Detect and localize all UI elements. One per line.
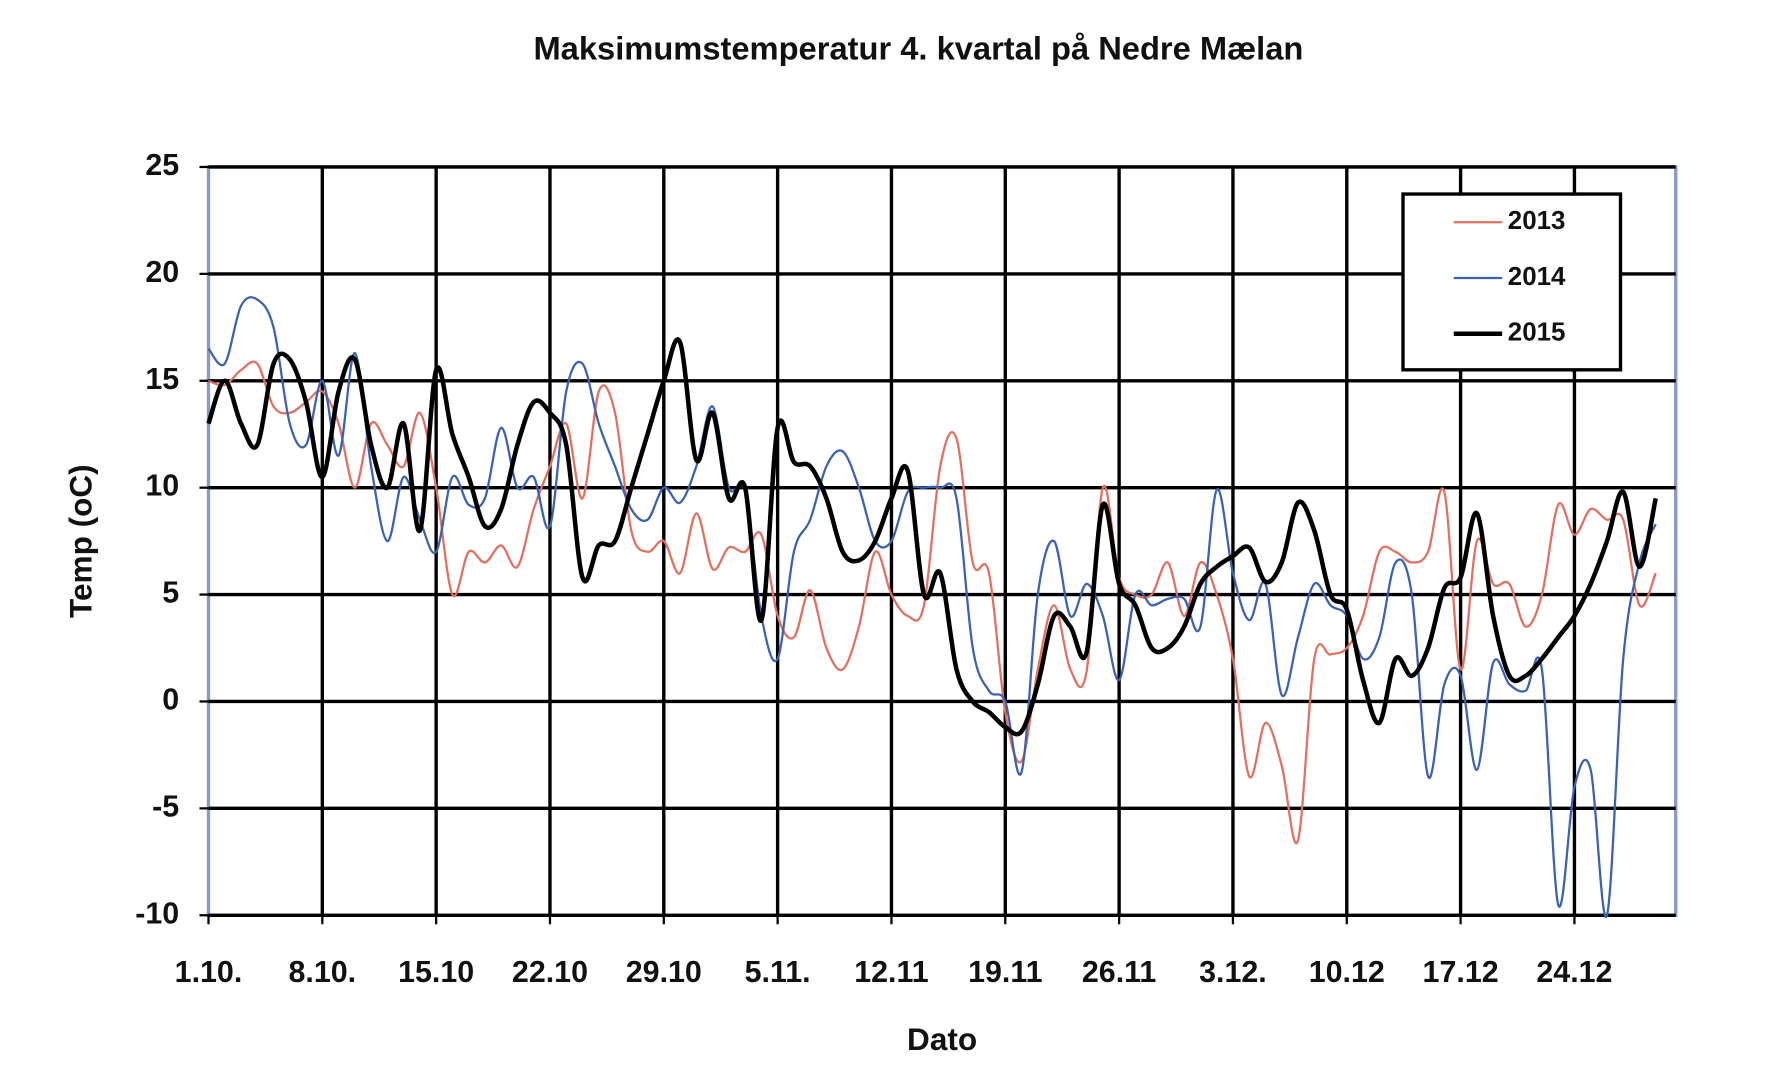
x-tick-label: 10.12	[1309, 955, 1385, 989]
x-tick-label: 3.12.	[1199, 955, 1267, 989]
x-tick-label: 29.10	[626, 955, 702, 989]
y-tick-label: 0	[162, 683, 179, 717]
x-tick-label: 5.11.	[745, 955, 811, 989]
x-tick-label: 1.10.	[175, 955, 243, 989]
y-tick-label: 20	[145, 255, 179, 289]
legend-box	[1401, 192, 1623, 372]
x-tick-label: 12.11	[854, 955, 929, 989]
x-tick-label: 19.11	[968, 955, 1043, 989]
x-tick-label: 15.10	[398, 955, 474, 989]
x-tick-label: 8.10.	[288, 955, 356, 989]
y-tick-label: 10	[145, 469, 179, 503]
x-tick-label: 26.11	[1082, 955, 1157, 989]
y-tick-label: 25	[145, 148, 179, 182]
y-tick-label: -5	[152, 789, 179, 823]
series-line	[206, 337, 1658, 737]
y-tick-label: 15	[145, 362, 179, 396]
y-axis-label: Temp (oC)	[63, 464, 99, 618]
y-tick-label: -10	[135, 896, 179, 930]
series-line	[208, 360, 1657, 845]
y-tick-label: 5	[162, 576, 179, 610]
x-tick-label: 22.10	[512, 955, 588, 989]
x-axis-label: Dato	[907, 1021, 977, 1057]
chart-title: Maksimumstemperatur 4. kvartal på Nedre …	[533, 30, 1303, 67]
legend-label: 2014	[1508, 263, 1566, 291]
legend-label: 2015	[1508, 319, 1566, 347]
x-tick-label: 17.12	[1423, 955, 1499, 989]
legend: 2013 2014 2015	[1401, 192, 1623, 372]
series-line	[207, 296, 1657, 918]
legend-label: 2013	[1508, 207, 1566, 235]
x-tick-label: 24.12	[1536, 955, 1612, 989]
